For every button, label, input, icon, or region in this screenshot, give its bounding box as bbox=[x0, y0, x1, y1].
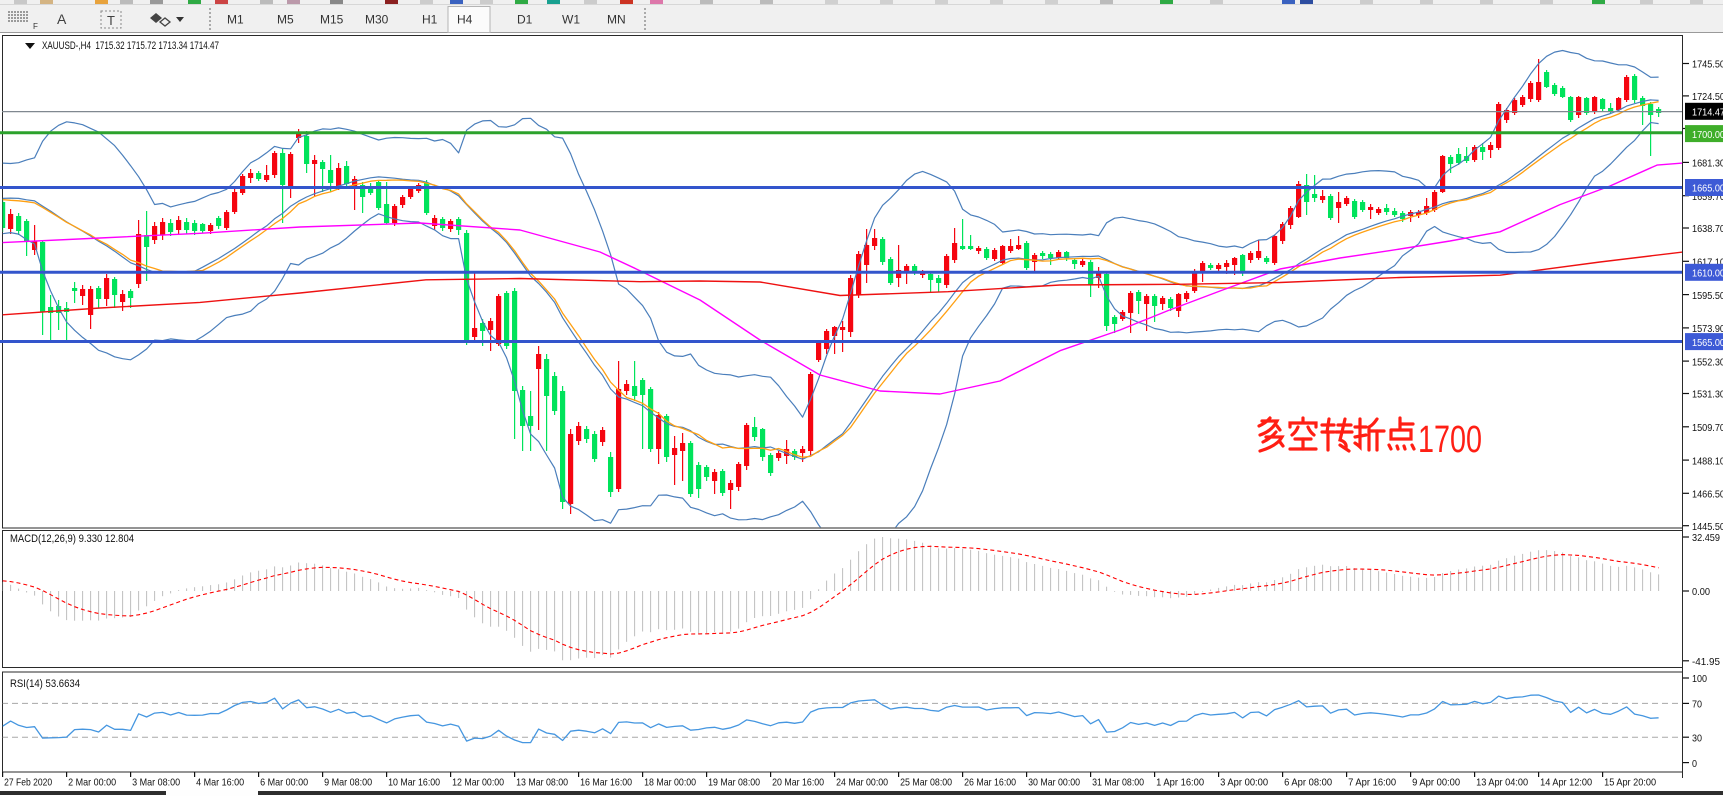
svg-text:0: 0 bbox=[1692, 758, 1697, 770]
svg-text:-41.95: -41.95 bbox=[1692, 656, 1720, 668]
svg-text:1681.30: 1681.30 bbox=[1692, 158, 1723, 170]
svg-text:1531.30: 1531.30 bbox=[1692, 389, 1723, 401]
svg-text:4 Mar 16:00: 4 Mar 16:00 bbox=[196, 777, 244, 789]
svg-text:XAUUSD-,H4 1715.32 1715.72 17: XAUUSD-,H4 1715.32 1715.72 1713.34 1714.… bbox=[42, 40, 219, 52]
svg-text:H4: H4 bbox=[457, 13, 473, 27]
svg-text:F: F bbox=[33, 22, 38, 31]
svg-text:25 Mar 08:00: 25 Mar 08:00 bbox=[900, 777, 952, 789]
svg-text:14 Apr 12:00: 14 Apr 12:00 bbox=[1540, 777, 1592, 789]
svg-text:1700.00: 1700.00 bbox=[1692, 129, 1723, 141]
svg-text:24 Mar 00:00: 24 Mar 00:00 bbox=[836, 777, 888, 789]
svg-text:2 Mar 00:00: 2 Mar 00:00 bbox=[68, 777, 116, 789]
svg-text:9 Apr 00:00: 9 Apr 00:00 bbox=[1412, 777, 1460, 789]
svg-text:31 Mar 08:00: 31 Mar 08:00 bbox=[1092, 777, 1144, 789]
svg-text:32.459: 32.459 bbox=[1692, 532, 1720, 544]
svg-text:7 Apr 16:00: 7 Apr 16:00 bbox=[1348, 777, 1396, 789]
svg-text:RSI(14) 53.6634: RSI(14) 53.6634 bbox=[10, 678, 80, 690]
svg-text:9 Mar 08:00: 9 Mar 08:00 bbox=[324, 777, 372, 789]
svg-text:M30: M30 bbox=[365, 13, 389, 27]
svg-text:3 Mar 08:00: 3 Mar 08:00 bbox=[132, 777, 180, 789]
svg-text:0.00: 0.00 bbox=[1692, 586, 1710, 598]
svg-text:12 Mar 00:00: 12 Mar 00:00 bbox=[452, 777, 504, 789]
svg-text:1638.70: 1638.70 bbox=[1692, 223, 1723, 235]
svg-text:1509.70: 1509.70 bbox=[1692, 422, 1723, 434]
svg-text:30 Mar 00:00: 30 Mar 00:00 bbox=[1028, 777, 1080, 789]
svg-text:A: A bbox=[57, 11, 67, 27]
svg-text:1714.47: 1714.47 bbox=[1692, 107, 1723, 119]
svg-text:M15: M15 bbox=[320, 13, 344, 27]
svg-text:10 Mar 16:00: 10 Mar 16:00 bbox=[388, 777, 440, 789]
svg-text:MN: MN bbox=[607, 13, 626, 27]
svg-text:6 Mar 00:00: 6 Mar 00:00 bbox=[260, 777, 308, 789]
svg-text:D1: D1 bbox=[517, 13, 533, 27]
svg-text:1700: 1700 bbox=[1418, 419, 1482, 461]
svg-text:1 Apr 16:00: 1 Apr 16:00 bbox=[1156, 777, 1204, 789]
svg-text:1745.50: 1745.50 bbox=[1692, 59, 1723, 71]
svg-text:1610.00: 1610.00 bbox=[1692, 268, 1723, 280]
svg-text:3 Apr 00:00: 3 Apr 00:00 bbox=[1220, 777, 1268, 789]
svg-text:M1: M1 bbox=[227, 13, 244, 27]
svg-text:16 Mar 16:00: 16 Mar 16:00 bbox=[580, 777, 632, 789]
svg-text:1466.50: 1466.50 bbox=[1692, 489, 1723, 501]
svg-text:1488.10: 1488.10 bbox=[1692, 455, 1723, 467]
svg-text:20 Mar 16:00: 20 Mar 16:00 bbox=[772, 777, 824, 789]
svg-text:1445.50: 1445.50 bbox=[1692, 521, 1723, 533]
svg-text:18 Mar 00:00: 18 Mar 00:00 bbox=[644, 777, 696, 789]
svg-text:T: T bbox=[107, 13, 115, 28]
svg-text:1665.00: 1665.00 bbox=[1692, 183, 1723, 195]
svg-text:6 Apr 08:00: 6 Apr 08:00 bbox=[1284, 777, 1332, 789]
svg-text:W1: W1 bbox=[562, 13, 580, 27]
svg-text:1595.50: 1595.50 bbox=[1692, 290, 1723, 302]
svg-text:1724.50: 1724.50 bbox=[1692, 91, 1723, 103]
svg-text:30: 30 bbox=[1692, 732, 1702, 744]
svg-text:13 Apr 04:00: 13 Apr 04:00 bbox=[1476, 777, 1528, 789]
svg-text:26 Mar 16:00: 26 Mar 16:00 bbox=[964, 777, 1016, 789]
svg-text:15 Apr 20:00: 15 Apr 20:00 bbox=[1604, 777, 1656, 789]
svg-text:100: 100 bbox=[1692, 673, 1707, 685]
svg-text:13 Mar 08:00: 13 Mar 08:00 bbox=[516, 777, 568, 789]
svg-text:19 Mar 08:00: 19 Mar 08:00 bbox=[708, 777, 760, 789]
svg-text:27 Feb 2020: 27 Feb 2020 bbox=[4, 777, 52, 789]
svg-text:70: 70 bbox=[1692, 699, 1702, 711]
svg-text:1552.30: 1552.30 bbox=[1692, 356, 1723, 368]
svg-text:1565.00: 1565.00 bbox=[1692, 337, 1723, 349]
svg-text:MACD(12,26,9) 9.330 12.804: MACD(12,26,9) 9.330 12.804 bbox=[10, 533, 134, 545]
svg-text:H1: H1 bbox=[422, 13, 438, 27]
svg-text:M5: M5 bbox=[277, 13, 294, 27]
svg-text:1573.90: 1573.90 bbox=[1692, 323, 1723, 335]
